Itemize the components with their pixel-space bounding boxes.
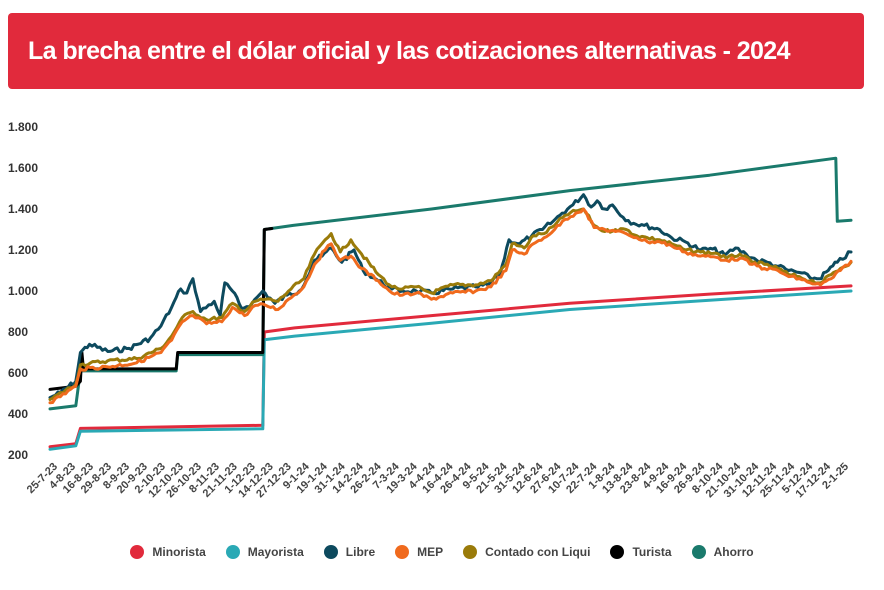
legend-item-contado-con-liqui[interactable]: Contado con Liqui <box>463 545 590 559</box>
y-tick-label: 600 <box>8 366 28 380</box>
legend-marker <box>691 545 706 559</box>
legend-label: Contado con Liqui <box>485 545 591 559</box>
legend-item-mep[interactable]: MEP <box>395 545 443 559</box>
series-line-contado-con-liqui[interactable] <box>48 207 853 402</box>
y-tick-label: 200 <box>8 448 28 462</box>
legend-marker <box>225 545 240 559</box>
legend-marker <box>463 545 478 559</box>
legend-label: MEP <box>417 545 444 559</box>
legend-item-mayorista[interactable]: Mayorista <box>225 545 304 559</box>
legend-marker <box>395 545 410 559</box>
legend-item-turista[interactable]: Turista <box>610 545 672 559</box>
legend-item-libre[interactable]: Libre <box>323 545 376 559</box>
legend-marker <box>130 545 145 559</box>
y-tick-label: 1.000 <box>8 284 38 298</box>
chart-title: La brecha entre el dólar oficial y las c… <box>28 37 791 65</box>
series-line-ahorro[interactable] <box>48 156 853 411</box>
y-tick-label: 1.400 <box>8 202 38 216</box>
legend: Minorista Mayorista Libre MEP Contado co… <box>0 541 884 563</box>
series-line-mayorista[interactable] <box>48 289 853 451</box>
title-banner: La brecha entre el dólar oficial y las c… <box>8 13 864 89</box>
legend-label: Libre <box>345 545 376 559</box>
legend-label: Turista <box>632 545 672 559</box>
y-tick-label: 800 <box>8 325 28 339</box>
legend-label: Minorista <box>152 545 206 559</box>
legend-marker <box>610 545 625 559</box>
legend-item-minorista[interactable]: Minorista <box>130 545 206 559</box>
series-line-libre[interactable] <box>48 193 853 400</box>
y-tick-label: 1.600 <box>8 161 38 175</box>
legend-label: Mayorista <box>247 545 304 559</box>
y-tick-label: 1.200 <box>8 243 38 257</box>
series-line-mep[interactable] <box>48 207 853 405</box>
legend-marker <box>323 545 338 559</box>
legend-label: Ahorro <box>713 545 754 559</box>
y-tick-label: 1.800 <box>8 120 38 134</box>
legend-item-ahorro[interactable]: Ahorro <box>691 545 754 559</box>
y-tick-label: 400 <box>8 407 28 421</box>
